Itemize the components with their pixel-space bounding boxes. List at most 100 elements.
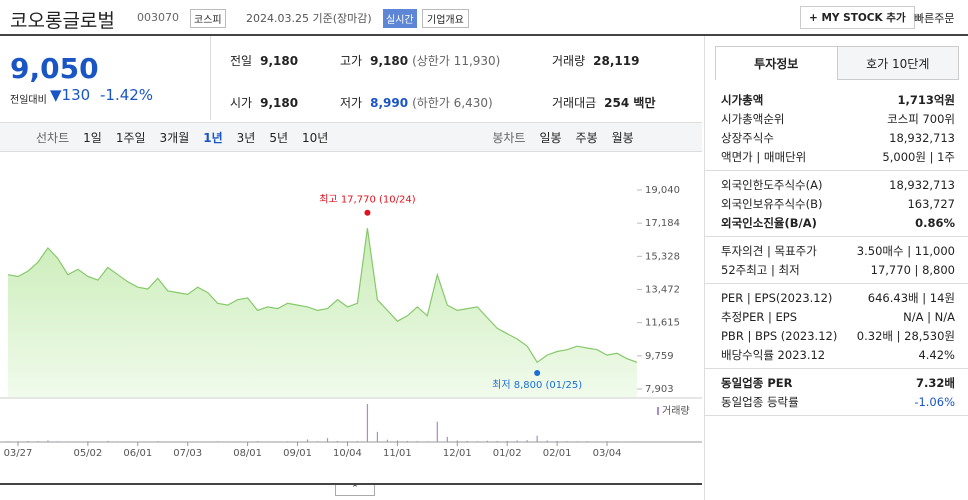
info-label: 52주최고 | 최저 xyxy=(721,262,800,277)
info-value: 163,727 xyxy=(907,196,955,211)
y-tick-label: 17,184 xyxy=(645,218,680,229)
period-tab[interactable]: 10년 xyxy=(302,130,329,145)
period-tab[interactable]: 3개월 xyxy=(159,130,190,145)
quote-value: 28,119 xyxy=(593,54,640,68)
quote-label: 시가 xyxy=(230,96,253,110)
price-line xyxy=(7,228,638,364)
info-label: 상장주식수 xyxy=(721,130,774,145)
candle-tab[interactable]: 주봉 xyxy=(575,130,598,145)
volume-bar xyxy=(506,440,508,442)
tab-label: 봉차트 xyxy=(492,130,526,145)
volume-bar xyxy=(416,441,418,442)
volume-bar xyxy=(316,441,319,442)
volume-bar xyxy=(37,441,39,442)
volume-bar xyxy=(257,441,259,442)
info-value: 3.50매수 | 11,000 xyxy=(856,243,955,258)
volume-bar xyxy=(496,440,498,442)
candle-tab[interactable]: 일봉 xyxy=(539,130,562,145)
side-tab[interactable]: 호가 10단계 xyxy=(837,46,959,80)
info-value: 코스피 700위 xyxy=(887,111,955,126)
volume-bar xyxy=(286,441,289,442)
period-tab[interactable]: 1주일 xyxy=(115,130,146,145)
quote-note: (하한가 6,430) xyxy=(412,96,493,110)
period-tab[interactable]: 1일 xyxy=(83,130,102,145)
info-label: 시가총액 xyxy=(721,92,764,107)
volume-bar xyxy=(197,441,199,442)
volume-bar xyxy=(636,441,638,442)
quote: 고가 9,180 (상한가 11,930) xyxy=(340,52,540,69)
realtime-badge[interactable]: 실시간 xyxy=(383,9,417,28)
quote-label: 고가 xyxy=(340,54,363,68)
volume-bar xyxy=(386,439,388,442)
info-row: 외국인한도주식수(A) 18,932,713 xyxy=(721,175,955,194)
chart: 19,040 17,184 15,328 13,472 11,615 9,759 7,903… xyxy=(0,185,702,459)
quote-value: 9,180 xyxy=(260,54,299,68)
volume-bar xyxy=(356,441,359,442)
info-value: 5,000원 | 1주 xyxy=(882,149,955,164)
mystock-button[interactable]: + MY STOCK 추가 xyxy=(800,6,915,29)
info-row: 동일업종 등락률 -1.06% xyxy=(721,392,955,411)
period-tab[interactable]: 1년 xyxy=(203,130,223,145)
info-row: 외국인소진율(B/A) 0.86% xyxy=(721,213,955,232)
info-label: 투자의견 | 목표주가 xyxy=(721,243,817,258)
volume-bar xyxy=(67,441,69,442)
period-tab[interactable]: 3년 xyxy=(236,130,256,145)
volume-bar xyxy=(57,441,59,442)
quote: 시가 9,180 xyxy=(230,94,380,111)
y-tick-label: 15,328 xyxy=(645,251,680,262)
y-tick-label: 19,040 xyxy=(645,185,680,196)
info-value: 646.43배 | 14원 xyxy=(867,290,955,305)
volume-bar xyxy=(117,441,119,442)
quote: 저가 8,990 (하한가 6,430) xyxy=(340,94,540,111)
info-value: 4.42% xyxy=(918,347,955,362)
volume-bar xyxy=(266,441,269,442)
info-group: 동일업종 PER 7.32배 동일업종 등락률 -1.06% xyxy=(705,369,968,416)
y-tick-label: 11,615 xyxy=(645,318,680,329)
volume-bar xyxy=(626,441,628,442)
volume-bar xyxy=(426,441,428,442)
info-label: PBR | BPS (2023.12) xyxy=(721,328,838,343)
quote: 전일 9,180 xyxy=(230,52,380,69)
info-value: N/A | N/A xyxy=(903,309,955,324)
y-tick-label: 9,759 xyxy=(645,351,674,362)
info-row: 외국인보유주식수(B) 163,727 xyxy=(721,194,955,213)
x-tick-label: 06/01 xyxy=(123,448,152,459)
volume-bar xyxy=(127,441,129,442)
x-tick-label: 10/04 xyxy=(333,448,362,459)
info-label: 추정PER | EPS xyxy=(721,309,798,324)
volume-bar xyxy=(227,441,229,442)
collapse-button[interactable]: ⌃ xyxy=(335,484,375,496)
info-group: PER | EPS(2023.12) 646.43배 | 14원 추정PER | E… xyxy=(705,284,968,369)
annotation-label: 최고 17,770 (10/24) xyxy=(319,194,415,206)
info-row: 추정PER | EPS N/A | N/A xyxy=(721,307,955,326)
info-label: 동일업종 PER xyxy=(721,375,793,390)
volume-bar xyxy=(207,441,209,442)
info-row: 동일업종 PER 7.32배 xyxy=(721,373,955,392)
volume-bar xyxy=(167,441,169,442)
side-tab[interactable]: 투자정보 xyxy=(715,46,838,80)
market-badge: 코스피 xyxy=(190,9,226,28)
volume-bar xyxy=(306,439,309,442)
volume-bar xyxy=(107,440,109,442)
volume-bar xyxy=(556,440,558,442)
menu-dropdown[interactable]: 기업개요 xyxy=(422,9,469,28)
order-button[interactable]: 빠른주문 xyxy=(914,12,955,25)
quote: 거래량 28,119 xyxy=(552,52,702,69)
candle-tab[interactable]: 월봉 xyxy=(611,130,634,145)
volume-bar xyxy=(346,441,349,442)
stock-code: 003070 xyxy=(137,11,179,24)
x-tick-label: 05/02 xyxy=(73,448,102,459)
volume-bar xyxy=(7,441,9,442)
volume-bar xyxy=(47,440,49,442)
period-tab[interactable]: 5년 xyxy=(269,130,289,145)
info-row: 시가총액순위 코스피 700위 xyxy=(721,109,955,128)
side-info: 시가총액 1,713억원 시가총액순위 코스피 700위 상장주식수 18,932,713… xyxy=(705,86,968,416)
volume-bar xyxy=(97,441,99,442)
volume-bar xyxy=(157,441,159,442)
x-tick-label: 02/01 xyxy=(543,448,572,459)
volume-bar xyxy=(87,441,89,442)
volume-bar xyxy=(17,441,19,442)
bottom-rule xyxy=(0,483,702,485)
info-group: 시가총액 1,713억원 시가총액순위 코스피 700위 상장주식수 18,932,713… xyxy=(705,86,968,171)
x-tick-label: 12/01 xyxy=(443,448,472,459)
